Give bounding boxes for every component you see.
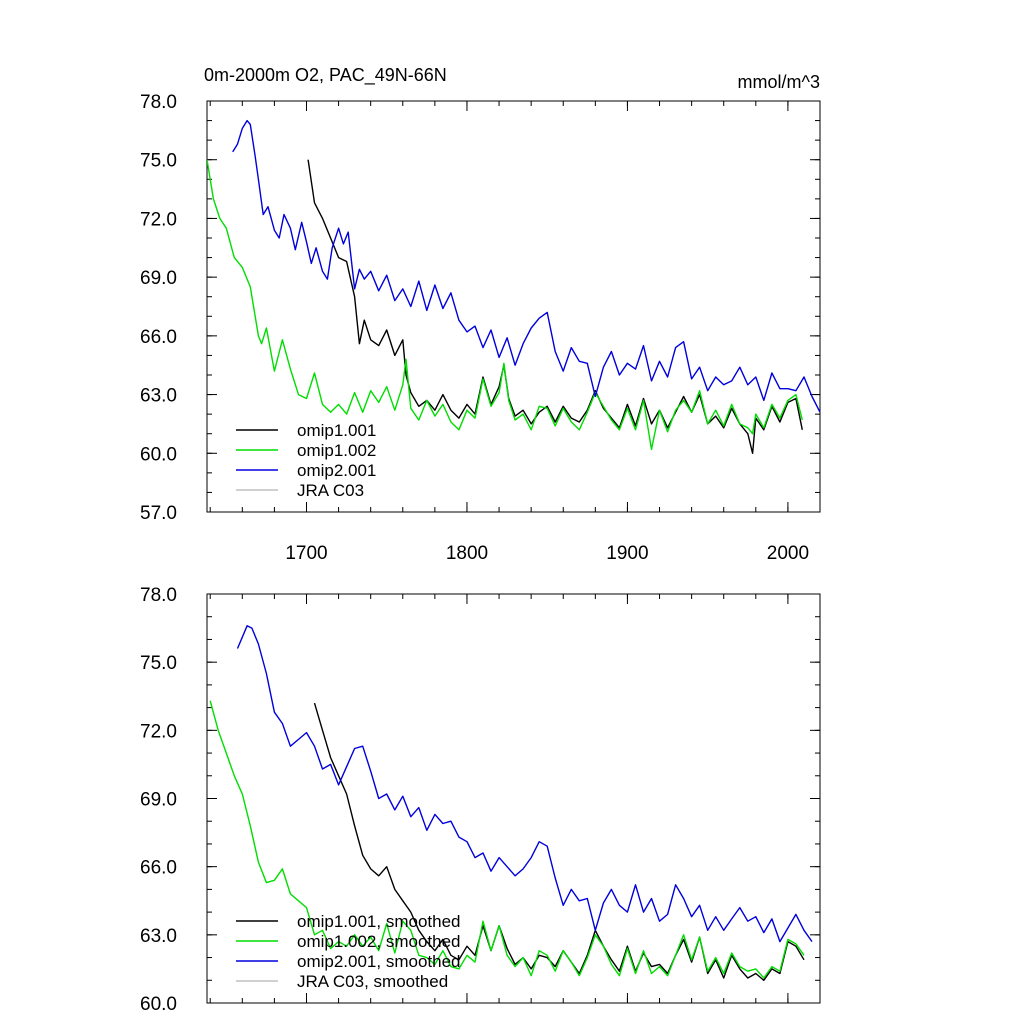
panel-1-xtick-label: 2000 [767, 543, 809, 564]
panel-1-ytick-label: 66.0 [140, 327, 177, 348]
panel-1: 57.0 60.0 63.0 66.0 69.0 72.0 75.0 78.0 1700 1800… [140, 65, 821, 564]
panel-1-ytick-label: 72.0 [140, 209, 177, 230]
panel-2-ytick-label: 66.0 [140, 858, 177, 879]
panel-1-xtick-label: 1700 [285, 543, 327, 564]
panel-1-legend-label: JRA C03 [297, 481, 364, 500]
panel-1-series-1-line [307, 159, 803, 454]
panel-1-legend-label: omip1.001 [297, 421, 376, 440]
panel-1-ytick-label: 57.0 [140, 503, 177, 524]
panel-1-ytick-label: 75.0 [140, 151, 177, 172]
units-label: mmol/m^3 [738, 72, 820, 92]
chart-title: 0m-2000m O2, PAC_49N-66N [204, 65, 447, 86]
panel-2-ytick-label: 69.0 [140, 790, 177, 811]
panel-2-series-3-line [236, 625, 813, 943]
panel-2-series-1-line [313, 702, 805, 981]
panel-1-legend-label: omip1.002 [297, 441, 376, 460]
panel-2-ytick-label: 60.0 [140, 994, 177, 1015]
panel-1-ytick-label: 63.0 [140, 386, 177, 407]
panel-2-ytick-label: 78.0 [140, 585, 177, 606]
panel-2-legend-label: omip1.001, smoothed [297, 912, 461, 931]
panel-2-legend-label: JRA C03, smoothed [297, 972, 448, 991]
panel-1-series-3-line [232, 119, 820, 413]
panel-1-frame [206, 100, 821, 513]
panel-2-ytick-label: 72.0 [140, 721, 177, 742]
panel-1-series-2-line [207, 159, 803, 451]
panel-2-ytick-label: 63.0 [140, 926, 177, 947]
panel-2-series-2-line [209, 700, 805, 979]
panel-2: 60.0 63.0 66.0 69.0 72.0 75.0 78.0 omip1.001, s… [140, 585, 821, 1015]
panel-2-legend-label: omip1.002, smoothed [297, 932, 461, 951]
panel-2-legend-label: omip2.001, smoothed [297, 952, 461, 971]
panel-1-xtick-label: 1900 [606, 543, 648, 564]
panel-1-legend-label: omip2.001 [297, 461, 376, 480]
panel-1-ytick-label: 78.0 [140, 92, 177, 113]
panel-1-ytick-label: 60.0 [140, 444, 177, 465]
panel-1-ytick-label: 69.0 [140, 268, 177, 289]
panel-1-xtick-label: 1800 [446, 543, 488, 564]
panel-2-ytick-label: 75.0 [140, 653, 177, 674]
